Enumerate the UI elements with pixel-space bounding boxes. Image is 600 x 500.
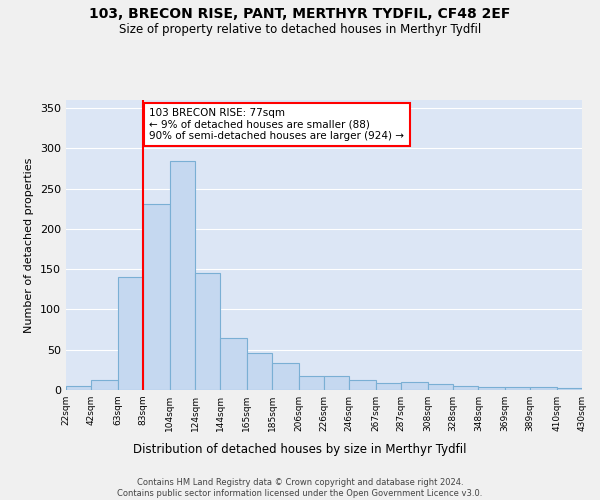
Bar (118, 277, 143, 390)
Bar (376, 383, 401, 390)
Bar (401, 382, 428, 390)
Bar (557, 388, 582, 390)
Bar (299, 376, 324, 390)
Bar (428, 384, 453, 390)
Text: 103 BRECON RISE: 77sqm
← 9% of detached houses are smaller (88)
90% of semi-deta: 103 BRECON RISE: 77sqm ← 9% of detached … (149, 108, 404, 142)
Text: Contains HM Land Registry data © Crown copyright and database right 2024.
Contai: Contains HM Land Registry data © Crown c… (118, 478, 482, 498)
Bar (66, 386, 91, 390)
Bar (272, 364, 299, 390)
Bar (143, 204, 170, 390)
Bar (91, 380, 118, 390)
Text: Distribution of detached houses by size in Merthyr Tydfil: Distribution of detached houses by size … (133, 442, 467, 456)
Bar (170, 161, 195, 390)
Text: Size of property relative to detached houses in Merthyr Tydfil: Size of property relative to detached ho… (119, 22, 481, 36)
Bar (195, 273, 220, 390)
Bar (530, 387, 557, 390)
Bar (324, 376, 349, 390)
Bar (453, 386, 478, 390)
Bar (349, 380, 376, 390)
Bar (505, 387, 530, 390)
Bar (478, 387, 505, 390)
Bar (247, 353, 272, 390)
Bar (220, 338, 247, 390)
Text: 103, BRECON RISE, PANT, MERTHYR TYDFIL, CF48 2EF: 103, BRECON RISE, PANT, MERTHYR TYDFIL, … (89, 8, 511, 22)
Y-axis label: Number of detached properties: Number of detached properties (25, 158, 34, 332)
